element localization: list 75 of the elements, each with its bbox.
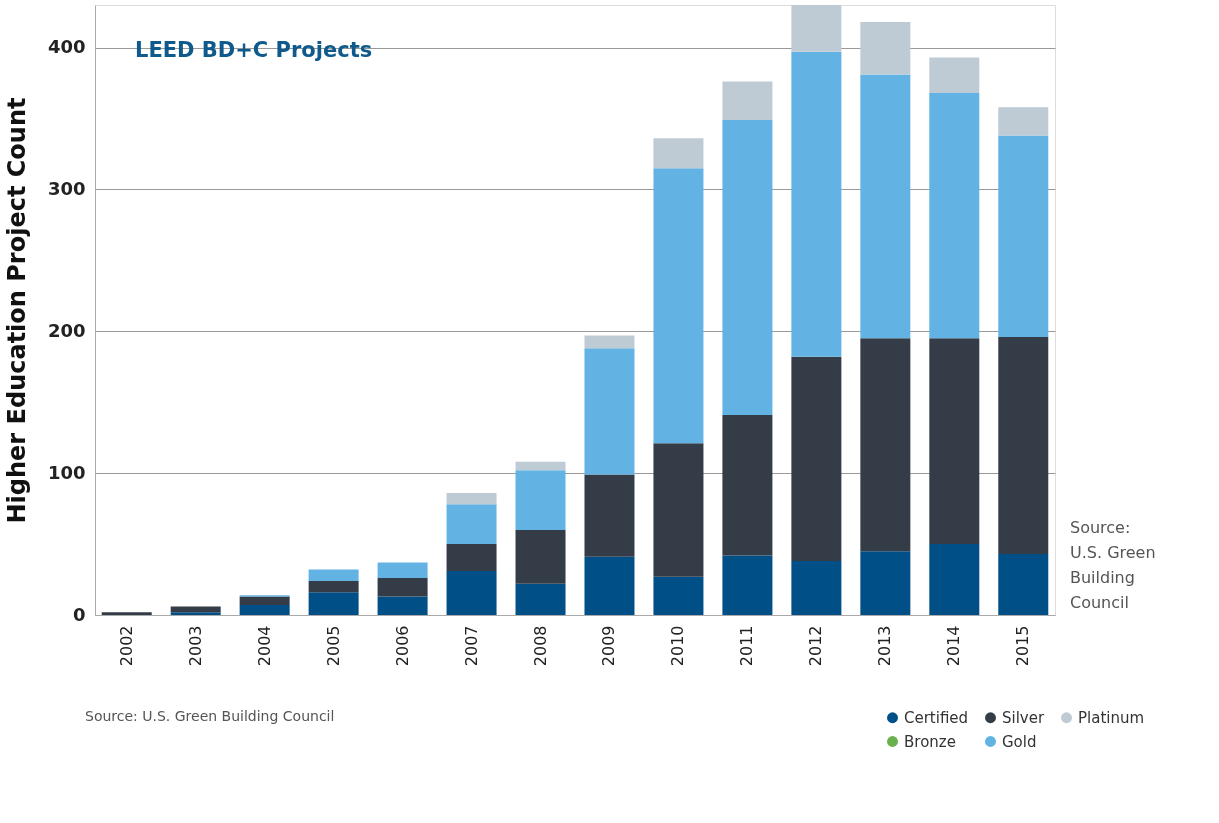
bar <box>446 493 497 505</box>
legend-label: Gold <box>1002 732 1037 751</box>
bar <box>446 504 497 545</box>
y-tick-label: 200 <box>47 319 86 341</box>
legend-label: Bronze <box>904 732 956 751</box>
bar <box>308 592 359 615</box>
y-tick-label: 100 <box>47 461 86 483</box>
bar <box>653 138 704 169</box>
legend-label: Silver <box>1002 708 1045 727</box>
bar <box>998 107 1049 136</box>
bar <box>170 606 221 613</box>
bar <box>377 578 428 597</box>
bar <box>101 612 152 615</box>
bar <box>998 336 1049 554</box>
y-tick-label: 300 <box>47 177 86 199</box>
bar <box>239 596 290 606</box>
y-tick-label: 0 <box>72 603 86 625</box>
bar <box>446 571 497 615</box>
bar <box>722 119 773 415</box>
bar <box>515 461 566 471</box>
source-note: Source: U.S. Green Building Council <box>1070 518 1156 612</box>
x-tick-label: 2007 <box>461 625 481 667</box>
x-tick-label: 2015 <box>1013 625 1033 667</box>
y-axis-title: Higher Education Project Count <box>2 97 31 524</box>
bar <box>860 338 911 552</box>
bar <box>308 580 359 593</box>
x-tick-label: 2002 <box>116 625 136 667</box>
bar <box>791 561 842 615</box>
bar <box>791 5 842 52</box>
x-tick-label: 2006 <box>392 625 412 667</box>
x-tick-label: 2003 <box>185 625 205 667</box>
legend-label: Certified <box>904 708 969 727</box>
y-tick-label: 400 <box>47 36 86 58</box>
bar <box>929 544 980 615</box>
x-tick-label: 2009 <box>599 625 619 667</box>
bar <box>791 51 842 357</box>
bar <box>722 555 773 615</box>
bar <box>722 81 773 120</box>
x-tick-label: 2008 <box>530 625 550 667</box>
bar <box>998 135 1049 337</box>
bar <box>998 554 1049 615</box>
legend-label: Platinum <box>1078 708 1145 727</box>
x-tick-label: 2010 <box>668 625 688 667</box>
bar <box>929 338 980 545</box>
bar <box>653 168 704 444</box>
bar <box>446 544 497 572</box>
bar <box>377 562 428 579</box>
bar <box>170 612 221 615</box>
bar <box>791 356 842 562</box>
bar <box>653 576 704 615</box>
bar <box>929 92 980 339</box>
x-tick-label: 2005 <box>323 625 343 667</box>
bar <box>860 22 911 75</box>
x-tick-label: 2004 <box>254 625 274 667</box>
bar <box>860 74 911 339</box>
bar <box>515 583 566 615</box>
bar <box>584 556 635 615</box>
bar <box>515 470 566 530</box>
x-tick-label: 2014 <box>944 625 964 667</box>
source-note: Source: U.S. Green Building Council <box>85 708 335 724</box>
bar <box>239 605 290 615</box>
x-tick-label: 2012 <box>806 625 826 667</box>
x-tick-label: 2011 <box>737 625 757 667</box>
bar <box>377 596 428 615</box>
bar <box>653 443 704 577</box>
x-tick-label: 2013 <box>875 625 895 667</box>
bar <box>584 348 635 475</box>
bar <box>929 57 980 93</box>
bar <box>722 414 773 556</box>
bar <box>860 551 911 615</box>
text: LEED BD+C Projects <box>135 38 373 62</box>
bar <box>584 474 635 557</box>
bar <box>308 569 359 581</box>
bar <box>515 529 566 584</box>
bar <box>584 335 635 349</box>
